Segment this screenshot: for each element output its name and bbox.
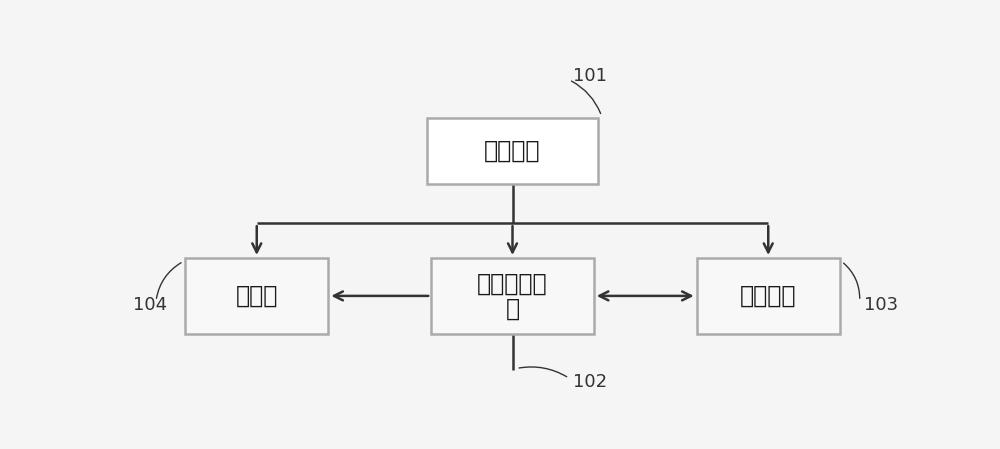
Text: 102: 102 xyxy=(573,373,607,391)
Text: 空调控制系: 空调控制系 xyxy=(477,272,548,295)
Text: 101: 101 xyxy=(573,67,607,85)
Bar xyxy=(427,118,598,184)
Bar xyxy=(185,258,328,334)
Text: 室内风机: 室内风机 xyxy=(740,284,796,308)
Text: 103: 103 xyxy=(864,295,898,313)
Text: 统: 统 xyxy=(505,296,520,320)
Text: 室外机: 室外机 xyxy=(236,284,278,308)
Text: 104: 104 xyxy=(133,295,167,313)
Bar xyxy=(697,258,840,334)
Bar xyxy=(431,258,594,334)
Text: 供电电源: 供电电源 xyxy=(484,139,541,163)
